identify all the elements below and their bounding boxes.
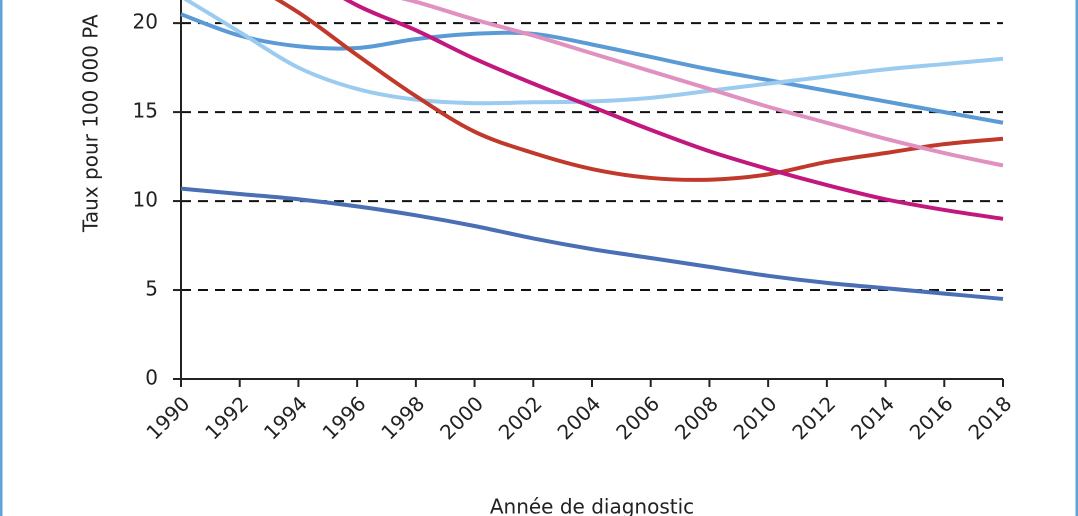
- x-tick-label: 1994: [259, 391, 312, 444]
- series-line: [180, 12, 1004, 125]
- y-tick-label: 10: [133, 188, 158, 212]
- x-tick-label: 2006: [611, 391, 664, 444]
- x-tick-label: 2010: [729, 391, 782, 444]
- x-tick-label: 1992: [200, 391, 253, 444]
- series-line: [180, 186, 1004, 301]
- x-tick-label: 2008: [670, 391, 723, 444]
- x-tick-label: 2002: [494, 391, 547, 444]
- series-line: [274, 0, 1004, 182]
- y-tick-label: 0: [145, 366, 158, 390]
- x-tick-label: 2014: [846, 391, 899, 444]
- series-line: [343, 0, 1004, 221]
- x-tick-label: 2012: [787, 391, 840, 444]
- y-tick-label: 15: [133, 99, 158, 123]
- x-tick-label: 2016: [905, 391, 958, 444]
- x-tick-label: 1990: [141, 391, 194, 444]
- y-tick-label: 20: [133, 10, 158, 34]
- x-tick-label: 2018: [963, 391, 1016, 444]
- series-line: [183, 0, 1004, 106]
- x-tick-label: 2000: [435, 391, 488, 444]
- y-axis-label: Taux pour 100 000 PA: [79, 14, 103, 233]
- x-tick-label: 1996: [318, 391, 371, 444]
- x-tick-label: 2004: [552, 391, 605, 444]
- x-tick-label: 1998: [376, 391, 429, 444]
- y-tick-label: 5: [145, 277, 158, 301]
- x-axis-label: Année de diagnostic: [490, 495, 694, 516]
- series-line: [400, 0, 1004, 168]
